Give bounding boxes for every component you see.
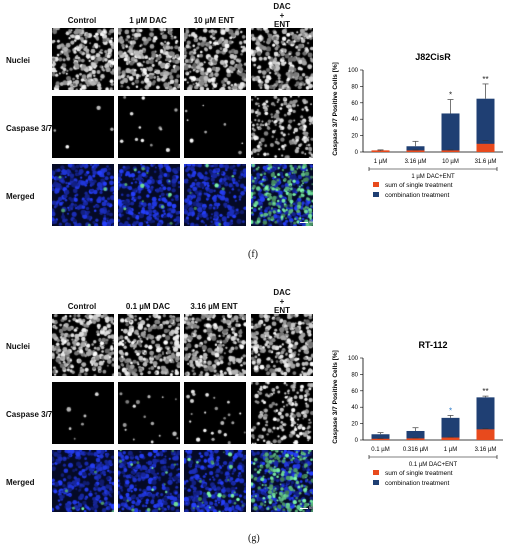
y-tick-label: 80: [351, 84, 358, 90]
micrograph-merged-dac: [118, 450, 180, 512]
micrograph-merged-ent: [184, 450, 246, 512]
y-tick-label: 20: [351, 134, 358, 140]
bar-single: [441, 437, 460, 440]
micrograph-caspase-control: [52, 96, 114, 158]
bar-single: [441, 150, 460, 152]
x-tick-label: 1 µM: [374, 159, 387, 165]
bar-combination: [441, 417, 460, 440]
micrograph-caspase-ent: [184, 382, 246, 444]
legend-swatch-combination: [373, 192, 379, 197]
chart-title: J82CisR: [415, 52, 451, 62]
y-tick-label: 20: [351, 422, 358, 428]
micrograph-merged-control: [52, 450, 114, 512]
row-label-nuclei: Nuclei: [6, 56, 31, 65]
scale-bar-label: 50 µM: [308, 506, 319, 510]
group-label: 0.1 µM DAC+ENT: [409, 462, 458, 468]
legend-swatch-combination: [373, 480, 379, 485]
legend-swatch-single: [373, 182, 379, 187]
micrograph-nuclei-ent: [184, 28, 246, 90]
scale-bar-label: 50 µM: [308, 220, 319, 224]
scale-bar: 50 µM: [300, 220, 319, 224]
column-label-dac: 0.1 µM DAC: [125, 302, 171, 311]
row-label-merged: Merged: [6, 192, 35, 201]
micrograph-caspase-control: [52, 382, 114, 444]
x-tick-label: 10 µM: [442, 159, 459, 165]
y-tick-label: 40: [351, 117, 358, 123]
bar-single: [406, 438, 425, 440]
micrograph-nuclei-control: [52, 314, 114, 376]
y-tick-label: 60: [351, 389, 358, 395]
y-tick-label: 80: [351, 372, 358, 378]
micrograph-caspase-combo: [251, 382, 313, 444]
row-label-nuclei: Nuclei: [6, 342, 31, 351]
bar-combination: [476, 98, 495, 152]
bar-combination: [441, 113, 460, 152]
row-label-caspase: Caspase 3/7: [6, 124, 53, 133]
micrograph-caspase-dac: [118, 382, 180, 444]
x-tick-label: 31.6 µM: [475, 159, 497, 165]
column-label-combo: DAC + ENT: [273, 2, 291, 29]
micrograph-nuclei-combo: [251, 314, 313, 376]
column-label-combo: DAC + ENT: [273, 288, 291, 315]
column-label-dac: 1 µM DAC: [129, 16, 167, 25]
bar-combination: [406, 146, 425, 152]
significance-mark: *: [449, 91, 452, 100]
legend-label-combination: combination treatment: [385, 192, 450, 199]
micrograph-nuclei-dac: [118, 314, 180, 376]
row-label-merged: Merged: [6, 478, 35, 487]
y-tick-label: 100: [348, 356, 359, 362]
micrograph-merged-combo: [251, 164, 313, 226]
legend-label-single: sum of single treatment: [385, 470, 453, 477]
micrograph-nuclei-control: [52, 28, 114, 90]
bar-single: [371, 438, 390, 440]
column-label-control: Control: [67, 302, 97, 311]
micrograph-caspase-ent: [184, 96, 246, 158]
micrograph-merged-dac: [118, 164, 180, 226]
bar-single: [406, 150, 425, 152]
micrograph-caspase-dac: [118, 96, 180, 158]
legend-swatch-single: [373, 470, 379, 475]
bar-single: [476, 429, 495, 440]
chart-j82cisr: J82CisR Caspase 3/7 Positive Cells [%] 0 20…: [332, 52, 503, 199]
legend-label-combination: combination treatment: [385, 480, 450, 487]
y-tick-label: 40: [351, 405, 358, 411]
significance-mark: **: [482, 75, 488, 84]
y-tick-label: 60: [351, 101, 358, 107]
micrograph-merged-combo: [251, 450, 313, 512]
y-tick-label: 0: [355, 438, 359, 444]
panel-letter-f: (f): [248, 249, 258, 260]
column-label-ent: 10 µM ENT: [193, 16, 235, 25]
x-tick-label: 3.16 µM: [405, 159, 427, 165]
bar-single: [476, 143, 495, 152]
y-tick-label: 0: [355, 150, 359, 156]
legend-label-single: sum of single treatment: [385, 182, 453, 189]
micrograph-merged-control: [52, 164, 114, 226]
micrograph-caspase-combo: [251, 96, 313, 158]
y-tick-label: 100: [348, 68, 359, 74]
bar-combination: [406, 430, 425, 440]
column-label-ent: 3.16 µM ENT: [190, 302, 238, 311]
group-label: 1 µM DAC+ENT: [411, 174, 455, 180]
micrograph-merged-ent: [184, 164, 246, 226]
x-tick-label: 1 µM: [444, 447, 457, 453]
chart-title: RT-112: [418, 340, 447, 350]
chart-rt-112: RT-112 Caspase 3/7 Positive Cells [%] 0 20 4…: [332, 340, 503, 487]
column-label-control: Control: [67, 16, 97, 25]
y-axis-label: Caspase 3/7 Positive Cells [%]: [332, 62, 339, 156]
micrograph-nuclei-combo: [251, 28, 313, 90]
micrograph-nuclei-ent: [184, 314, 246, 376]
y-axis-label: Caspase 3/7 Positive Cells [%]: [332, 350, 339, 444]
significance-mark: *: [449, 406, 452, 415]
micrograph-nuclei-dac: [118, 28, 180, 90]
panel-letter-g: (g): [248, 533, 260, 544]
x-tick-label: 0.1 µM: [371, 447, 389, 453]
scale-bar: 50 µM: [300, 506, 319, 510]
x-tick-label: 3.16 µM: [475, 447, 497, 453]
bar-combination: [371, 434, 390, 440]
significance-mark: **: [482, 387, 488, 396]
row-label-caspase: Caspase 3/7: [6, 410, 53, 419]
x-tick-label: 0.316 µM: [403, 447, 428, 453]
